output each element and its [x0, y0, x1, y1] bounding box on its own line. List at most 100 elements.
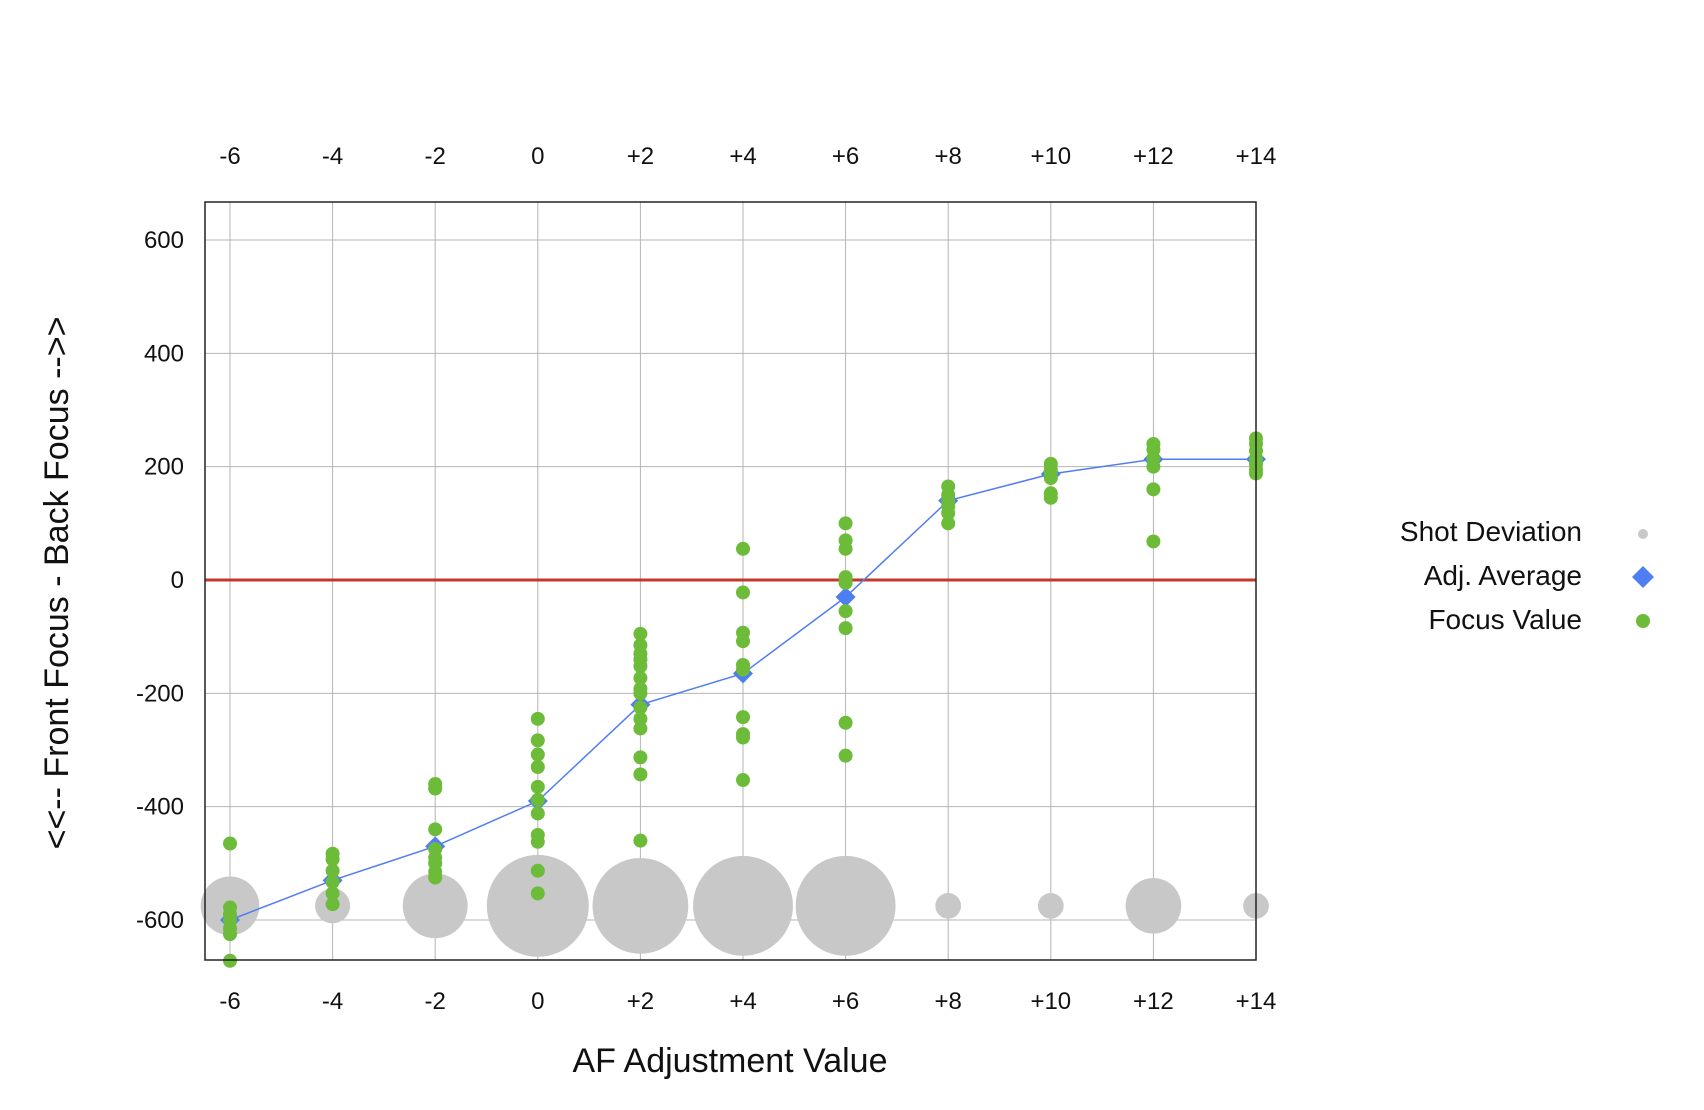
x-tick-label-bottom: -4 — [322, 988, 343, 1015]
focus-value-point — [530, 792, 545, 807]
focus-value-point — [633, 671, 648, 686]
x-tick-label-bottom: +14 — [1236, 988, 1277, 1015]
shot-deviation-bubble — [402, 873, 468, 939]
focus-value-point — [736, 585, 750, 600]
x-tick-label-bottom: +8 — [935, 988, 962, 1015]
y-tick-label: -600 — [136, 907, 184, 934]
focus-value-point — [1043, 490, 1058, 505]
focus-value-point — [736, 634, 750, 649]
shot-deviation-bubble — [1037, 892, 1064, 919]
focus-value-point — [325, 897, 340, 912]
x-tick-label-top: -2 — [425, 143, 446, 170]
x-axis-title: AF Adjustment Value — [573, 1042, 888, 1080]
focus-value-point — [633, 833, 648, 848]
x-tick-label-top: +8 — [935, 143, 962, 170]
focus-value-point — [530, 760, 545, 774]
focus-value-point — [325, 875, 340, 890]
focus-value-point — [223, 927, 237, 942]
legend: Shot Deviation Adj. Average Focus Value — [1400, 516, 1654, 635]
focus-value-point — [633, 686, 648, 701]
focus-value-point — [838, 604, 853, 619]
focus-value-point — [633, 767, 648, 782]
legend-label-focus-value: Focus Value — [1428, 604, 1582, 635]
x-tick-label-top: +10 — [1030, 143, 1071, 170]
shot-deviation-bubble — [693, 855, 793, 956]
focus-value-point — [325, 863, 340, 878]
focus-value-point — [838, 621, 853, 636]
focus-value-point — [941, 516, 956, 531]
focus-value-point — [838, 575, 853, 590]
focus-value-point — [1043, 471, 1058, 485]
legend-marker-focus-value — [1636, 614, 1650, 628]
focus-value-point — [530, 886, 545, 901]
focus-value-point — [633, 721, 648, 736]
focus-value-point — [736, 773, 750, 788]
x-tick-label-bottom: +12 — [1133, 988, 1174, 1015]
y-tick-label: -400 — [136, 794, 184, 821]
y-tick-labels: 600 400 200 0 -200 -400 -600 — [136, 227, 184, 934]
x-tick-label-top: -6 — [219, 143, 240, 170]
plot-frame — [204, 201, 1257, 961]
x-tick-labels-top: -6 -4 -2 0 +2 +4 +6 +8 +10 +12 +14 — [219, 143, 1276, 170]
shot-deviation-bubble — [795, 855, 896, 956]
x-tick-label-top: 0 — [531, 143, 544, 170]
shot-deviation-bubble — [1125, 878, 1182, 934]
x-tick-label-bottom: -6 — [219, 988, 240, 1015]
focus-value-point — [838, 516, 853, 531]
focus-value-point — [1146, 459, 1161, 474]
shot-deviation-bubble — [935, 892, 962, 919]
x-tick-label-top: +4 — [729, 143, 756, 170]
focus-value-point — [633, 626, 648, 641]
x-tick-label-bottom: +6 — [832, 988, 859, 1015]
focus-value-point — [530, 806, 545, 821]
focus-value-point — [530, 863, 545, 878]
focus-value-point — [1146, 534, 1161, 549]
x-tick-label-bottom: +2 — [627, 988, 654, 1015]
focus-value-point — [530, 711, 545, 726]
focus-value-point — [428, 781, 443, 796]
focus-value-point — [736, 541, 750, 556]
focus-value-point — [223, 953, 237, 968]
focus-value-series — [223, 431, 1263, 968]
focus-value-point — [633, 711, 648, 726]
y-tick-label: 200 — [144, 454, 184, 481]
shot-deviation-bubble — [486, 854, 589, 957]
x-tick-label-bottom: +10 — [1030, 988, 1071, 1015]
focus-value-point — [736, 662, 750, 677]
adj-average-marker — [835, 587, 856, 607]
focus-value-point — [633, 750, 648, 765]
focus-value-point — [530, 834, 545, 849]
focus-value-point — [838, 541, 853, 556]
y-axis-title: <<-- Front Focus - Back Focus -->> — [38, 317, 76, 850]
focus-value-point — [633, 700, 648, 715]
focus-value-point — [1146, 482, 1161, 497]
focus-value-point — [530, 747, 545, 762]
focus-value-point — [530, 779, 545, 794]
x-tick-label-bottom: -2 — [425, 988, 446, 1015]
y-tick-label: -200 — [136, 680, 184, 707]
focus-value-point — [838, 715, 853, 730]
legend-marker-adj-average — [1632, 566, 1654, 588]
focus-value-point — [325, 852, 340, 867]
x-tick-label-top: +2 — [627, 143, 654, 170]
x-tick-label-top: +12 — [1133, 143, 1174, 170]
y-tick-label: 0 — [171, 567, 184, 594]
focus-value-point — [838, 748, 853, 763]
x-tick-label-bottom: +4 — [729, 988, 756, 1015]
focus-value-point — [428, 870, 443, 885]
legend-marker-shot-deviation — [1638, 529, 1648, 539]
shot-deviation-bubble — [592, 857, 689, 954]
y-tick-label: 600 — [144, 227, 184, 254]
x-tick-label-bottom: 0 — [531, 988, 544, 1015]
x-tick-label-top: +14 — [1236, 143, 1277, 170]
focus-value-point — [941, 506, 956, 521]
legend-label-adj-average: Adj. Average — [1424, 560, 1582, 591]
x-tick-label-top: -4 — [322, 143, 343, 170]
focus-value-point — [223, 836, 237, 851]
focus-value-point — [428, 822, 443, 837]
focus-value-point — [530, 733, 545, 748]
focus-value-point — [736, 710, 750, 725]
x-tick-label-top: +6 — [832, 143, 859, 170]
focus-value-point — [325, 886, 340, 901]
